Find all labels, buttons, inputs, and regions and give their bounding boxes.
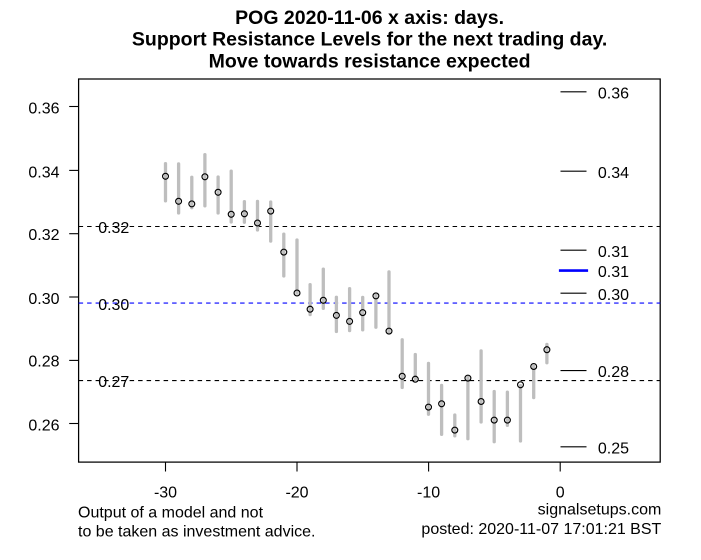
svg-text:0.30: 0.30 [598, 287, 629, 304]
svg-text:posted: 2020-11-07 17:01:21 BS: posted: 2020-11-07 17:01:21 BST [421, 521, 661, 538]
svg-text:0.27: 0.27 [98, 374, 129, 391]
svg-text:0.30: 0.30 [28, 291, 59, 308]
svg-text:0.32: 0.32 [28, 227, 59, 244]
svg-text:Output of a model and not: Output of a model and not [78, 505, 264, 522]
svg-text:Support Resistance Levels for: Support Resistance Levels for the next t… [132, 29, 607, 51]
svg-text:-30: -30 [154, 485, 177, 502]
svg-text:0.31: 0.31 [598, 264, 629, 281]
svg-text:0.36: 0.36 [598, 85, 629, 102]
svg-text:Move towards resistance expect: Move towards resistance expected [209, 51, 531, 73]
svg-text:0.34: 0.34 [598, 165, 629, 182]
svg-text:to be taken as investment advi: to be taken as investment advice. [78, 524, 315, 541]
svg-text:POG 2020-11-06 x axis: days.: POG 2020-11-06 x axis: days. [235, 7, 504, 29]
svg-text:0.28: 0.28 [598, 364, 629, 381]
svg-text:0.28: 0.28 [28, 354, 59, 371]
svg-text:0.36: 0.36 [28, 101, 59, 118]
svg-text:-20: -20 [285, 485, 308, 502]
svg-text:0: 0 [556, 485, 565, 502]
svg-text:0.32: 0.32 [98, 220, 129, 237]
svg-text:0.31: 0.31 [598, 244, 629, 261]
svg-text:signalsetups.com: signalsetups.com [538, 501, 662, 518]
svg-text:0.30: 0.30 [98, 297, 129, 314]
svg-text:-10: -10 [417, 485, 440, 502]
svg-text:0.25: 0.25 [598, 440, 629, 457]
svg-text:0.26: 0.26 [28, 418, 59, 435]
svg-text:0.34: 0.34 [28, 164, 59, 181]
